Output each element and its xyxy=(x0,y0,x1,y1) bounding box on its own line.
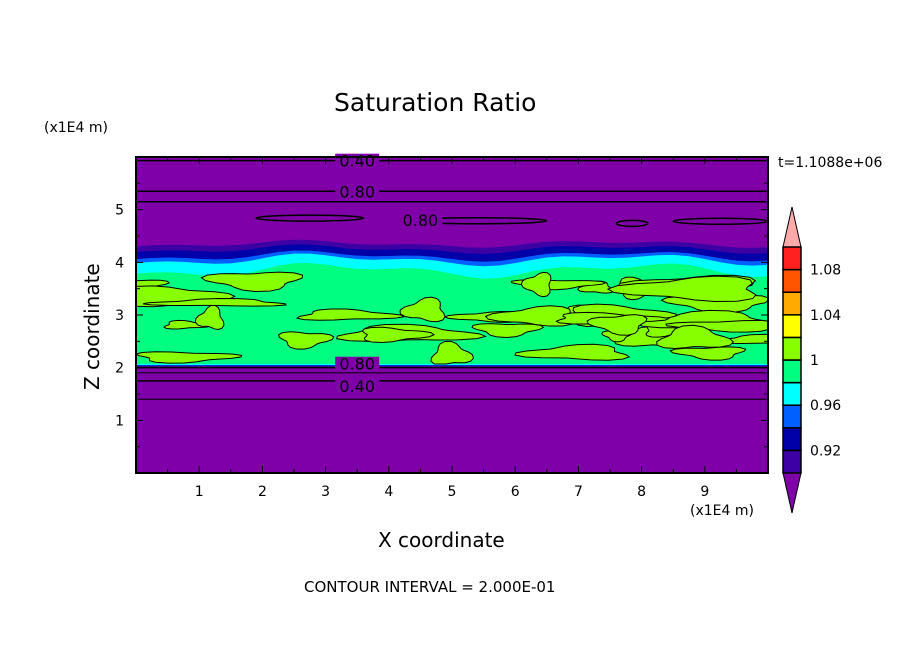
contour-patch-1.00 xyxy=(665,319,769,333)
y-tick-label: 5 xyxy=(115,203,124,219)
region-1.00-1.02 xyxy=(134,271,769,365)
y-tick-label: 1 xyxy=(115,413,124,429)
contour-label-bg xyxy=(335,356,380,371)
contour-patch-1.00 xyxy=(200,271,304,293)
contour-patch-1.00 xyxy=(606,275,757,303)
colorbar-swatch xyxy=(782,336,802,361)
contour-patch-1.00 xyxy=(656,324,735,349)
x-tick-label: 4 xyxy=(384,484,393,500)
colorbar-tick-label: 1.04 xyxy=(810,308,841,324)
colorbar-swatch xyxy=(782,291,802,316)
colorbar-over-arrow xyxy=(782,206,802,248)
contour-label: 0.40 xyxy=(339,377,375,396)
contour-label: 0.80 xyxy=(403,211,439,230)
y-tick-label: 4 xyxy=(115,255,124,271)
contour-label: 0.80 xyxy=(339,355,375,374)
colorbar-swatch xyxy=(782,427,802,452)
colorbar-tick-label: 0.96 xyxy=(810,398,841,414)
contour-patch-1.00 xyxy=(514,343,631,361)
x-tick-label: 6 xyxy=(511,484,520,500)
x-tick-label: 3 xyxy=(321,484,330,500)
contour-label-bg xyxy=(398,213,443,228)
colorbar-swatch xyxy=(782,314,802,339)
contour-label: 0.80 xyxy=(339,182,375,201)
contour-patch-1.00 xyxy=(669,346,747,361)
colorbar-swatch xyxy=(782,381,802,406)
contour-patch-1.00 xyxy=(430,340,475,365)
colorbar-swatch xyxy=(782,246,802,271)
contour-line-0.80 xyxy=(615,219,649,228)
colorbar-tick-label: 1.08 xyxy=(810,263,841,279)
colorbar-tick-label: 0.92 xyxy=(810,443,841,459)
contour-label: 0.40 xyxy=(339,152,375,171)
contour-patch-1.00 xyxy=(484,305,576,327)
x-axis-label: X coordinate xyxy=(378,528,505,552)
colorbar-swatch xyxy=(782,359,802,384)
contour-label-bg xyxy=(335,378,380,393)
colorbar-under-arrow xyxy=(782,472,802,514)
contour-label-bg xyxy=(335,184,380,199)
y-unit-label: (x1E4 m) xyxy=(44,120,108,136)
colorbar-swatch xyxy=(782,404,802,429)
x-tick-label: 2 xyxy=(258,484,267,500)
x-tick-label: 9 xyxy=(700,484,709,500)
x-tick-label: 8 xyxy=(637,484,646,500)
contour-patch-1.00 xyxy=(142,298,287,307)
x-tick-label: 5 xyxy=(448,484,457,500)
contour-patch-1.00 xyxy=(586,314,648,336)
contour-patch-1.00 xyxy=(361,326,435,344)
y-axis-label: Z coordinate xyxy=(80,263,104,390)
contour-line-0.80 xyxy=(255,214,365,222)
colorbar-tick-label: 1 xyxy=(810,353,819,369)
y-tick-label: 2 xyxy=(115,361,124,377)
contour-patch-1.00 xyxy=(520,271,552,298)
time-label: t=1.1088e+06 xyxy=(778,155,883,171)
x-tick-label: 7 xyxy=(574,484,583,500)
x-tick-label: 1 xyxy=(195,484,204,500)
y-tick-label: 3 xyxy=(115,308,124,324)
x-unit-label: (x1E4 m) xyxy=(690,503,754,519)
contour-patch-1.00 xyxy=(399,296,446,323)
colorbar-swatch xyxy=(782,449,802,474)
colorbar-swatch xyxy=(782,268,802,293)
contour-interval-footer: CONTOUR INTERVAL = 2.000E-01 xyxy=(304,578,556,596)
contour-patch-1.00 xyxy=(163,319,212,330)
contour-patch-1.00 xyxy=(471,323,545,338)
contour-patch-1.00 xyxy=(296,308,405,321)
chart-title: Saturation Ratio xyxy=(334,88,537,117)
contour-patch-1.00 xyxy=(134,351,243,364)
contour-patch-1.00 xyxy=(194,304,225,330)
contour-patch-1.00 xyxy=(278,331,335,350)
